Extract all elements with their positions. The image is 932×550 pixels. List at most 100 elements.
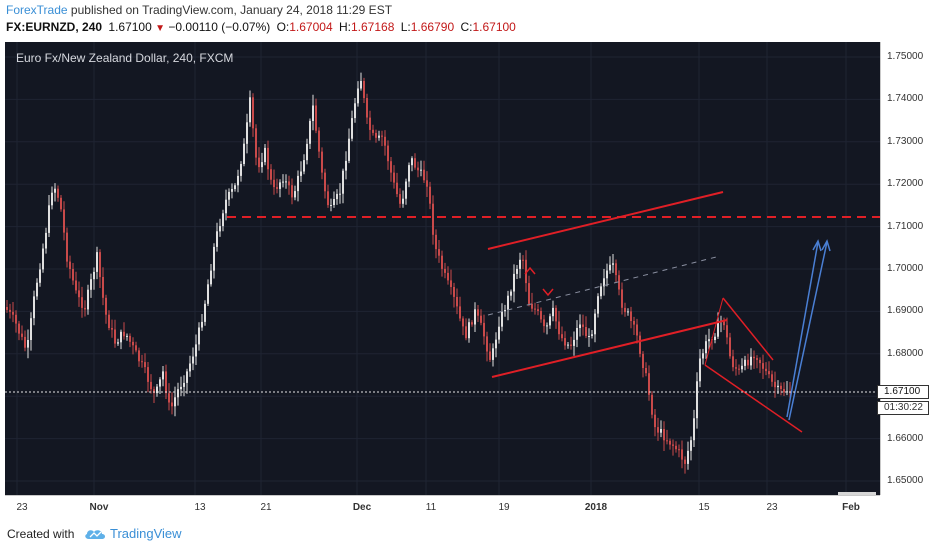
candle-body [93,271,95,280]
candle-body [366,98,368,118]
candle-body [381,135,383,137]
candle-body [591,334,593,336]
candle-body [54,188,56,193]
candle-body [471,322,473,325]
candle-body [174,397,176,407]
price-tick-label: 1.70000 [887,263,924,274]
candle-body [177,389,179,398]
published-text: published on TradingView.com, January 24… [70,3,393,17]
candle-body [312,105,314,121]
candle-body [522,259,524,261]
candle-body [411,158,413,166]
candle-body [747,359,749,366]
high-value: 1.67168 [350,20,395,34]
footer: Created with TradingView [0,518,932,550]
author-link[interactable]: ForexTrade [6,3,68,17]
candle-body [36,282,38,297]
candle-body [321,151,323,173]
candlestick-series [6,72,791,474]
candle-body [753,356,755,359]
candle-body [267,147,269,170]
candle-body [630,311,632,321]
candle-body [546,325,548,327]
chart-canvas[interactable] [5,42,880,495]
small-red-arrow-2 [542,288,554,297]
candle-body [468,322,470,339]
candle-body [294,191,296,198]
candle-body [576,328,578,340]
candle-body [447,272,449,281]
candle-body [210,270,212,285]
candle-body [372,129,374,133]
candle-body [87,289,89,310]
price-axis[interactable]: 1.75000 1.74000 1.73000 1.72000 1.71000 1.700… [880,42,932,495]
price-tick-label: 1.72000 [887,178,924,190]
candle-body [348,138,350,161]
candle-body [663,429,665,441]
candle-body [783,389,785,393]
candle-body [567,344,569,346]
scroll-handle[interactable] [838,492,876,495]
candle-body [60,197,62,210]
candle-body [645,368,647,374]
candle-body [156,386,158,394]
time-tick-label: 23 [766,502,778,513]
candle-body [615,263,617,276]
candle-body [492,348,494,360]
candle-body [84,307,86,310]
time-tick-label: 19 [498,502,510,513]
price-tick-label: 1.65000 [887,475,924,486]
candle-body [687,450,689,464]
candle-body [258,157,260,168]
symbol-name[interactable]: FX:EURNZD, [6,20,79,34]
candle-body [306,143,308,161]
time-axis[interactable]: 23 Nov 13 21 Dec 11 19 2018 15 23 Feb [5,495,880,517]
tradingview-brand-link[interactable]: TradingView [110,526,182,541]
candle-body [108,314,110,328]
channel-upper-line [487,191,724,250]
candle-body [117,342,119,344]
axis-corner [880,495,932,517]
candle-body [495,339,497,349]
time-tick-label: 15 [698,502,710,513]
publish-info: ForexTrade published on TradingView.com,… [6,3,392,17]
candle-body [618,275,620,290]
candle-body [474,309,476,325]
candle-body [249,97,251,123]
candle-body [354,103,356,119]
channel-lower-line [491,319,728,378]
time-tick-label: Feb [842,502,860,513]
price-change: −0.00110 (−0.07%) [168,20,271,34]
candle-body [582,324,584,327]
candle-body [453,287,455,297]
candle-body [480,315,482,323]
candle-body [399,194,401,204]
candle-body [621,289,623,308]
candle-body [120,331,122,343]
candle-body [180,386,182,390]
pane-title: Euro Fx/New Zealand Dollar, 240, FXCM [16,51,234,65]
wedge-lower-line [704,364,803,433]
candle-body [780,385,782,389]
candle-body [162,371,164,380]
candle-body [216,231,218,247]
candle-body [462,318,464,327]
candle-body [9,309,11,312]
candle-body [732,356,734,368]
candle-body [51,192,53,206]
candle-body [342,170,344,194]
candle-body [765,368,767,372]
candle-body [138,350,140,362]
candle-body [228,191,230,200]
candle-body [729,337,731,357]
candle-body [102,277,104,298]
candle-body [762,363,764,369]
candle-body [42,248,44,270]
candle-body [768,371,770,375]
candle-body [636,324,638,336]
candle-body [75,280,77,291]
projection-arrow-2 [788,241,828,421]
candle-body [516,268,518,274]
small-red-arrow-1 [524,266,536,275]
candle-body [501,311,503,327]
